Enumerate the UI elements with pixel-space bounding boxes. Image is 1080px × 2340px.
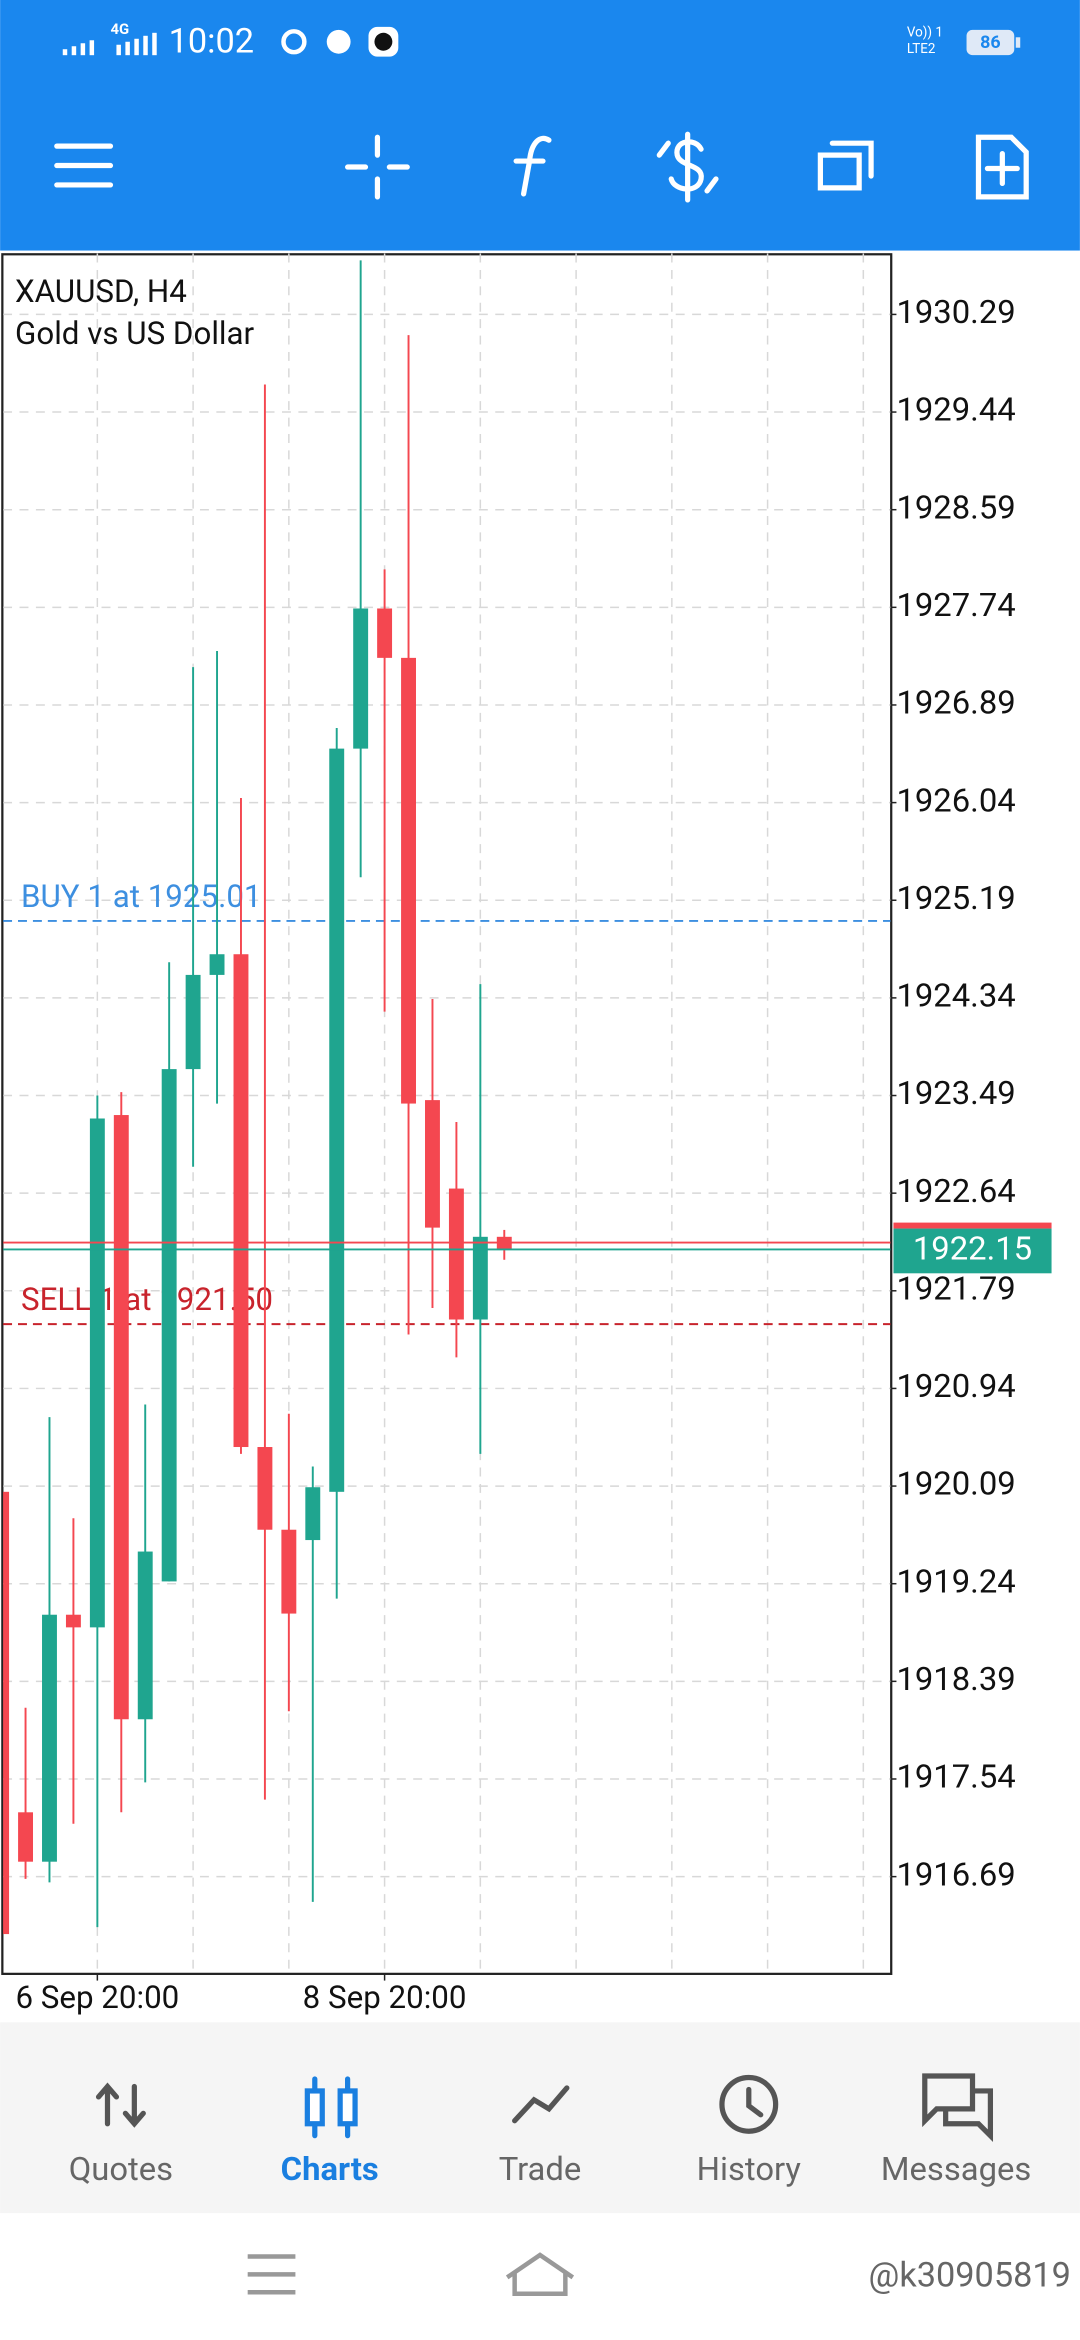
y-tick-label: 1917.54	[896, 1759, 1015, 1797]
order-label: BUY 1 at 1925.01	[21, 878, 262, 915]
plot-frame	[1, 253, 893, 1975]
y-tick-label: 1928.59	[896, 489, 1015, 527]
bid-label: 1922.15	[913, 1231, 1032, 1269]
clock: 10:02	[169, 21, 254, 61]
app-header	[0, 0, 1080, 251]
ask-tag	[893, 1222, 1052, 1229]
candle-body	[472, 1236, 488, 1320]
candle-body	[257, 1447, 273, 1530]
plot-area: BUY 1 at 1925.01 SELL 1 at 1921.50	[3, 253, 891, 1974]
toolbar-icons	[54, 131, 1029, 203]
candle-body	[209, 954, 225, 975]
nav-label[interactable]: Charts	[281, 2151, 379, 2189]
x-tick-label: 8 Sep 20:00	[303, 1979, 467, 2016]
bottom-nav	[0, 2022, 1080, 2214]
y-tick-label: 1927.74	[896, 587, 1015, 625]
lte: LTE2	[907, 42, 936, 57]
settings-icon	[281, 29, 307, 55]
candle-body	[401, 657, 416, 1104]
candle-body	[137, 1551, 153, 1720]
y-tick-label: 1929.44	[896, 392, 1015, 430]
messages-icon[interactable]	[922, 2073, 994, 2142]
candle-body	[65, 1614, 81, 1628]
volte: Vo)) 1	[907, 25, 943, 40]
messenger-icon	[326, 29, 351, 54]
nav-icons	[95, 2073, 994, 2142]
quotes-icon[interactable]	[95, 2082, 146, 2128]
y-tick-label: 1916.69	[896, 1856, 1015, 1894]
x-tick-label: 6 Sep 20:00	[15, 1979, 179, 2016]
chart-symbol: XAUUSD, H4	[15, 273, 187, 310]
y-tick-label: 1921.79	[896, 1270, 1015, 1308]
trade-button[interactable]	[656, 131, 719, 203]
y-tick-label: 1922.64	[896, 1173, 1015, 1211]
candle-body	[113, 1115, 129, 1720]
axes: 1930.29 1929.44 1928.59 1927.74 1926.89 1926.…	[15, 294, 1052, 2016]
bid-tag	[893, 1228, 1052, 1274]
y-tick-label: 1926.89	[896, 685, 1015, 723]
candle-body	[161, 1069, 177, 1582]
nav-label[interactable]: Messages	[881, 2151, 1031, 2189]
candle-body	[18, 1812, 33, 1862]
system-nav-icons	[247, 2252, 575, 2297]
crosshair-button[interactable]	[345, 134, 410, 200]
menu-button[interactable]	[54, 143, 114, 188]
signal-icon	[62, 32, 157, 56]
charts-icon-body[interactable]	[304, 2088, 325, 2127]
nav-label[interactable]: History	[697, 2151, 802, 2189]
y-tick-label: 1920.09	[896, 1466, 1015, 1504]
y-tick-label: 1920.94	[896, 1368, 1015, 1406]
home-button[interactable]	[505, 2252, 575, 2297]
chart-description: Gold vs US Dollar	[15, 315, 255, 352]
charts-icon-body[interactable]	[337, 2088, 358, 2127]
history-hands[interactable]	[746, 2086, 764, 2118]
order-label: SELL 1 at 1921.50	[21, 1281, 273, 1318]
indicators-button[interactable]	[513, 135, 552, 197]
candle-body	[448, 1188, 464, 1320]
candle-body	[281, 1529, 297, 1614]
new-order-button[interactable]	[975, 134, 1029, 200]
candle-body	[185, 974, 201, 1070]
battery-tip	[1015, 37, 1021, 48]
watermark: @k30905819	[869, 2255, 1071, 2295]
candle-body	[3, 1491, 10, 1935]
candle-body	[305, 1487, 321, 1541]
network-type: 4G	[110, 20, 129, 38]
battery-icon	[966, 29, 1015, 56]
candle-body	[89, 1118, 105, 1628]
nav-label[interactable]: Trade	[499, 2151, 582, 2189]
y-tick-label: 1918.39	[896, 1661, 1015, 1699]
app-icon-dot	[374, 32, 393, 51]
y-tick-label: 1925.19	[896, 880, 1015, 918]
battery-level: 86	[980, 32, 1001, 53]
history-icon[interactable]	[719, 2074, 779, 2134]
recents-button[interactable]	[247, 2254, 296, 2295]
candle-body	[353, 608, 369, 749]
system-nav	[0, 2213, 1080, 2340]
candle-body	[42, 1614, 57, 1862]
candle-body	[329, 748, 345, 1492]
nav-labels: Quotes Charts Trade History Messages	[69, 2151, 1032, 2189]
y-tick-label: 1919.24	[896, 1563, 1015, 1601]
y-tick-label: 1926.04	[896, 782, 1015, 820]
windows-button[interactable]	[817, 140, 874, 191]
candle-body	[425, 1100, 440, 1228]
y-tick-label: 1923.49	[896, 1075, 1015, 1113]
candle-body	[377, 608, 393, 658]
candle-body	[233, 954, 249, 1448]
y-tick-label: 1924.34	[896, 978, 1015, 1016]
trade-icon[interactable]	[512, 2085, 570, 2124]
nav-label[interactable]: Quotes	[69, 2151, 173, 2189]
y-tick-label: 1930.29	[896, 294, 1015, 332]
